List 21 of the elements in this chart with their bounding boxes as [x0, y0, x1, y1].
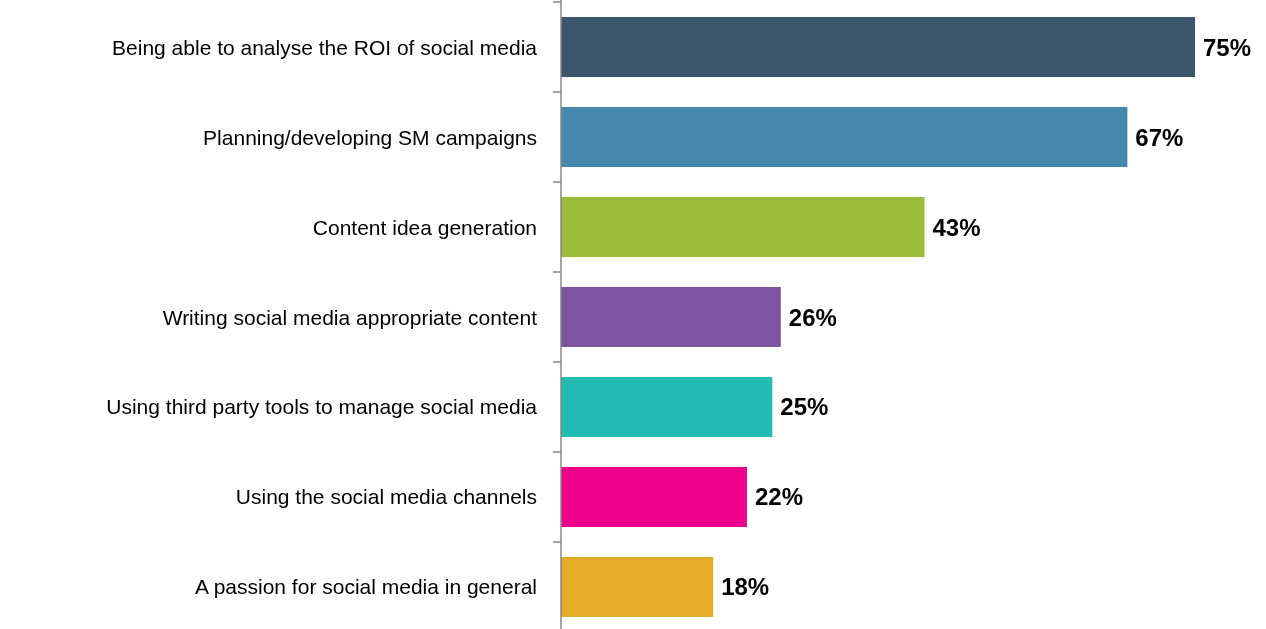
y-tick-label: A passion for social media in general	[194, 575, 537, 599]
y-tick-label: Content idea generation	[312, 215, 537, 239]
bar	[561, 466, 747, 527]
y-tick-label: Using third party tools to manage social media	[106, 395, 538, 419]
data-label: 67%	[1135, 123, 1184, 151]
bar	[561, 107, 1128, 168]
bar	[561, 17, 1195, 78]
data-label: 18%	[721, 573, 770, 601]
y-tick-label: Writing social media appropriate content	[162, 305, 538, 329]
bar	[561, 556, 714, 617]
data-label: 43%	[932, 213, 981, 241]
bar	[561, 197, 925, 258]
y-tick-label: Planning/developing SM campaigns	[203, 125, 537, 149]
data-label: 25%	[780, 393, 829, 421]
bar	[561, 286, 781, 348]
data-label: 26%	[788, 303, 837, 331]
bar	[561, 376, 773, 437]
data-label: 22%	[754, 483, 804, 511]
y-tick-label: Using the social media channels	[235, 485, 537, 509]
data-label: 75%	[1203, 33, 1252, 61]
y-tick-label: Being able to analyse the ROI of social media	[112, 35, 538, 59]
